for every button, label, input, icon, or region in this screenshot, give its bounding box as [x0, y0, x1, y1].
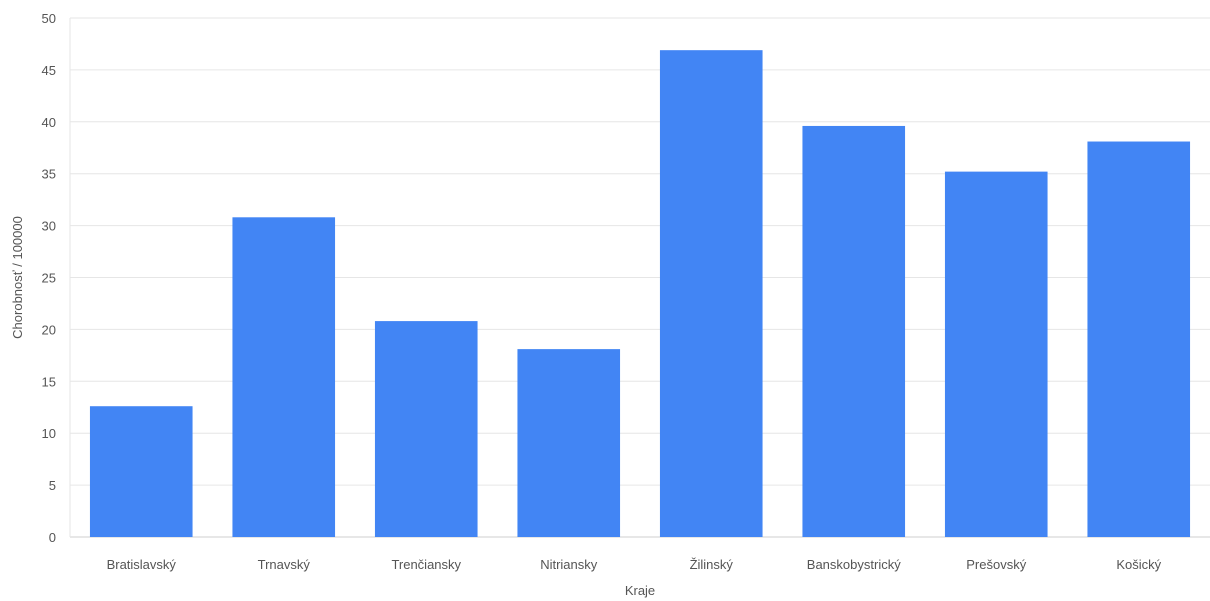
y-tick-label: 50 [42, 11, 56, 26]
y-tick-label: 0 [49, 530, 56, 545]
x-tick-label: Nitriansky [540, 557, 598, 572]
y-tick-label: 15 [42, 374, 56, 389]
x-axis-title: Kraje [625, 583, 655, 598]
y-tick-label: 25 [42, 271, 56, 286]
bar[interactable] [1087, 141, 1191, 537]
y-tick-label: 10 [42, 426, 56, 441]
bar[interactable] [232, 217, 336, 537]
x-tick-label: Bratislavský [107, 557, 177, 572]
bar[interactable] [659, 50, 763, 537]
x-tick-label: Prešovský [966, 557, 1026, 572]
y-tick-label: 20 [42, 322, 56, 337]
x-tick-label: Trnavský [258, 557, 311, 572]
y-tick-label: 30 [42, 219, 56, 234]
x-tick-label: Košický [1116, 557, 1161, 572]
x-tick-label: Banskobystrický [807, 557, 901, 572]
x-tick-label: Žilinský [690, 557, 734, 572]
bar[interactable] [517, 349, 621, 537]
y-tick-label: 35 [42, 167, 56, 182]
x-tick-label: Trenčiansky [391, 557, 461, 572]
y-tick-label: 40 [42, 115, 56, 130]
bar[interactable] [89, 406, 193, 537]
y-axis-title: Chorobnosť / 100000 [10, 216, 25, 339]
y-tick-label: 45 [42, 63, 56, 78]
bar[interactable] [374, 321, 478, 537]
bar[interactable] [802, 125, 906, 538]
y-tick-labels: 0 5 10 15 20 25 30 35 40 45 50 [42, 11, 56, 545]
y-tick-label: 5 [49, 478, 56, 493]
bar[interactable] [944, 171, 1048, 537]
bars [89, 50, 1191, 538]
x-tick-labels: Bratislavský Trnavský Trenčiansky Nitriansk… [107, 557, 1162, 572]
